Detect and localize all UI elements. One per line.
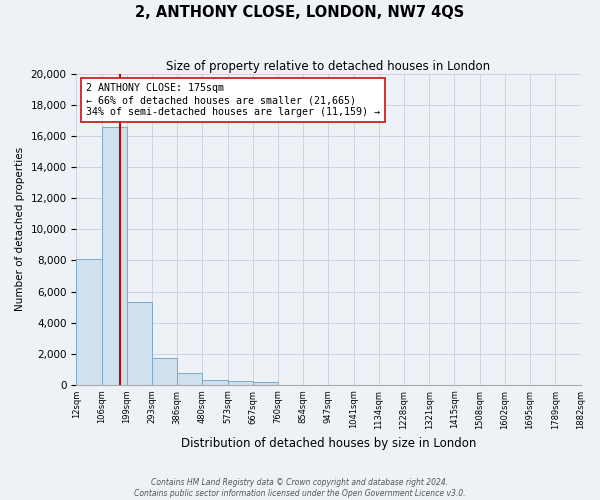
Bar: [152, 358, 177, 384]
Text: 2, ANTHONY CLOSE, LONDON, NW7 4QS: 2, ANTHONY CLOSE, LONDON, NW7 4QS: [136, 5, 464, 20]
Text: 2 ANTHONY CLOSE: 175sqm
← 66% of detached houses are smaller (21,665)
34% of sem: 2 ANTHONY CLOSE: 175sqm ← 66% of detache…: [86, 84, 380, 116]
Bar: [227, 381, 253, 384]
Y-axis label: Number of detached properties: Number of detached properties: [15, 148, 25, 312]
Title: Size of property relative to detached houses in London: Size of property relative to detached ho…: [166, 60, 491, 73]
X-axis label: Distribution of detached houses by size in London: Distribution of detached houses by size …: [181, 437, 476, 450]
Bar: [253, 382, 278, 384]
Bar: [76, 259, 101, 384]
Bar: [127, 302, 152, 384]
Bar: [177, 373, 202, 384]
Bar: [202, 380, 227, 384]
Text: Contains HM Land Registry data © Crown copyright and database right 2024.
Contai: Contains HM Land Registry data © Crown c…: [134, 478, 466, 498]
Bar: [101, 127, 127, 384]
